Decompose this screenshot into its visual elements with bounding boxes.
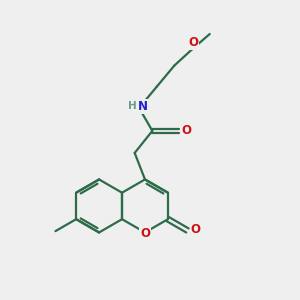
Text: O: O — [188, 36, 198, 49]
Text: N: N — [138, 100, 148, 113]
Text: O: O — [140, 227, 150, 240]
Text: O: O — [182, 124, 191, 137]
Text: O: O — [191, 223, 201, 236]
Text: H: H — [128, 101, 136, 111]
